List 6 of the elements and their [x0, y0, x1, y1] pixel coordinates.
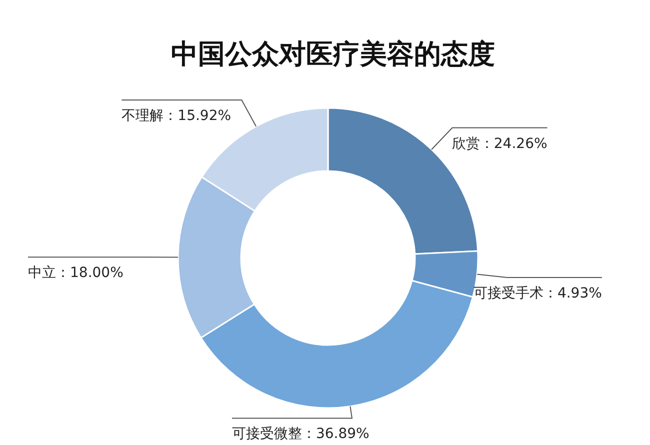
slice-label: 不理解：15.92%	[122, 108, 232, 124]
slice-label: 可接受微整：36.89%	[232, 426, 370, 442]
chart-title: 中国公众对医疗美容的态度	[171, 39, 495, 70]
slice-label: 可接受手术：4.93%	[473, 285, 602, 302]
slice-label: 欣赏：24.26%	[452, 136, 548, 152]
slice-label: 中立：18.00%	[28, 265, 124, 282]
